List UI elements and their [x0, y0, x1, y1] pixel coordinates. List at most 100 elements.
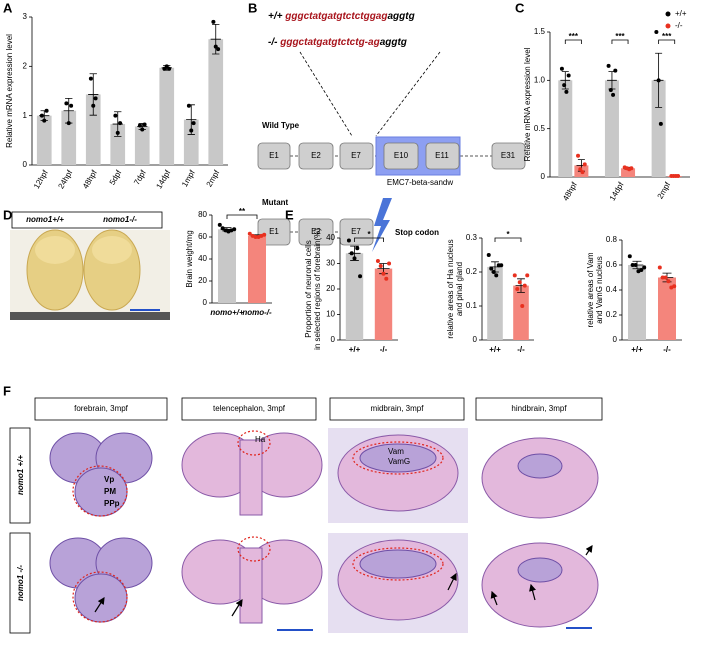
data-point [608, 88, 613, 92]
exon-label: E2 [311, 227, 321, 236]
x-tick-label: nomo+/+ [210, 308, 244, 317]
data-point [517, 280, 522, 285]
legend-label: +/+ [675, 9, 687, 18]
x-tick-label: 14dpf [154, 168, 172, 191]
significance-label: * [506, 230, 510, 239]
data-point [39, 113, 44, 118]
bar [134, 126, 150, 165]
bar [651, 80, 666, 177]
bar [604, 80, 619, 177]
data-point [216, 47, 221, 52]
data-point [137, 123, 142, 128]
data-point [387, 261, 392, 266]
panel-label: F [3, 383, 11, 398]
data-point [520, 304, 525, 308]
x-tick-label: 2mpf [656, 180, 673, 201]
data-point [499, 263, 504, 268]
bar [159, 67, 175, 165]
y-tick-label: 60 [198, 232, 207, 241]
bar [513, 285, 529, 340]
bar [621, 168, 636, 177]
y-tick-label: 0 [23, 160, 28, 169]
x-tick-label: 12hpf [32, 168, 50, 191]
stop-bolt [372, 198, 392, 252]
exon-label: E11 [435, 151, 449, 160]
section-image: Vp PM PPp [49, 432, 153, 623]
data-point [666, 279, 671, 284]
data-point [676, 174, 681, 179]
x-tick-label: nomo-/- [242, 308, 272, 317]
legend-label: -/- [675, 21, 683, 30]
data-point [189, 128, 194, 133]
data-point [232, 227, 237, 232]
region-label: Vam [388, 447, 404, 456]
data-point [358, 274, 363, 279]
data-point [515, 287, 520, 291]
data-point [580, 170, 585, 175]
bar [658, 277, 676, 340]
data-point [639, 268, 644, 272]
x-tick-label: 5dpf [108, 168, 124, 187]
data-point [660, 275, 665, 280]
y-axis-label: Proportion of neuronal cells [304, 240, 313, 337]
error-bar [88, 73, 99, 116]
bar [345, 253, 364, 340]
y-tick-label: 0.1 [466, 301, 478, 310]
legend-marker [665, 11, 671, 17]
y-tick-label: 0.2 [466, 267, 478, 276]
y-tick-label: 1 [23, 111, 28, 120]
y-axis-label: in selected regions of forebrain(%) [313, 228, 322, 350]
bar [628, 265, 646, 340]
row-label: nomo1 -/- [16, 565, 25, 601]
column-header: midbrain, 3mpf [371, 404, 425, 413]
y-tick-label: 1.5 [534, 27, 546, 36]
y-axis-label: Brain weight/mg [185, 230, 194, 287]
x-tick-label: +/+ [631, 345, 643, 354]
sequence-mut: -/- gggctatgatgtctctg-agaggtg [268, 37, 407, 48]
significance-bracket [494, 237, 522, 242]
data-point [378, 264, 383, 269]
y-axis-label: relative areas of Vam [586, 252, 595, 327]
error-bar [560, 71, 571, 90]
y-tick-label: 0 [473, 335, 478, 344]
data-point [349, 251, 354, 256]
y-axis-label: and VamG nucleus [595, 256, 604, 323]
region-label: Vp [104, 475, 114, 484]
section-image: Vam VamG [328, 428, 468, 633]
row-label: nomo1 +/+ [16, 455, 25, 495]
bar [36, 115, 52, 165]
data-point [494, 273, 499, 278]
data-point [352, 256, 357, 261]
data-point [613, 68, 618, 73]
significance-label: ** [239, 207, 246, 216]
data-point [525, 273, 530, 278]
region-label: Ha [255, 435, 266, 444]
y-tick-label: 0.2 [606, 310, 618, 319]
panel-label: A [3, 0, 13, 15]
bar [110, 124, 126, 165]
stop-label: Stop codon [395, 228, 439, 237]
bar [487, 266, 503, 340]
y-tick-label: 0.3 [466, 233, 478, 242]
data-point [262, 232, 267, 237]
error-bar [348, 245, 361, 261]
significance-bracket [354, 237, 384, 242]
panel-label: E [285, 207, 294, 222]
data-point [217, 222, 222, 227]
data-point [566, 73, 571, 78]
error-bar [112, 111, 123, 137]
x-tick-label: 48hpf [81, 168, 99, 191]
bar [558, 80, 573, 177]
exon-label: E1 [269, 227, 279, 236]
bar [374, 268, 393, 340]
data-point [582, 162, 587, 167]
error-bar [515, 278, 527, 293]
data-point [658, 121, 663, 126]
brain-photo: nomo1+/+ nomo1-/- [10, 211, 170, 320]
data-point [578, 167, 583, 172]
error-bar [377, 263, 390, 275]
error-bar [63, 98, 74, 124]
mutant-label: Mutant [262, 198, 289, 207]
exon-label: E1 [269, 151, 279, 160]
